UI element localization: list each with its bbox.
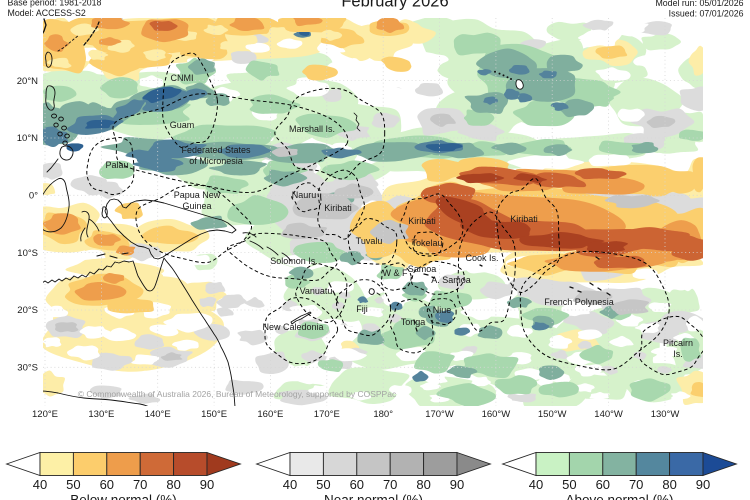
- svg-text:Kiribati: Kiribati: [324, 203, 352, 213]
- svg-text:90: 90: [200, 477, 214, 492]
- svg-text:70: 70: [133, 477, 147, 492]
- svg-text:Kiribati: Kiribati: [408, 216, 436, 226]
- svg-text:180°: 180°: [373, 409, 393, 420]
- svg-text:40: 40: [529, 477, 543, 492]
- svg-text:20°S: 20°S: [17, 305, 38, 316]
- svg-text:Cook Is.: Cook Is.: [465, 253, 498, 263]
- svg-text:40: 40: [33, 477, 47, 492]
- svg-text:150°E: 150°E: [201, 409, 227, 420]
- svg-text:Guinea: Guinea: [182, 201, 211, 211]
- svg-text:of Micronesia: of Micronesia: [189, 156, 243, 166]
- svg-text:Marshall Is.: Marshall Is.: [289, 124, 335, 134]
- svg-text:A. Samoa: A. Samoa: [431, 275, 471, 285]
- svg-text:Tuvalu: Tuvalu: [356, 236, 383, 246]
- svg-text:Model: ACCESS-S2: Model: ACCESS-S2: [8, 8, 86, 18]
- svg-text:130°E: 130°E: [88, 409, 114, 420]
- svg-text:Nauru: Nauru: [292, 190, 317, 200]
- svg-text:50: 50: [562, 477, 576, 492]
- svg-text:Near normal (%): Near normal (%): [324, 493, 423, 500]
- svg-text:Above normal (%): Above normal (%): [565, 493, 673, 500]
- svg-text:© Commonwealth of Australia 20: © Commonwealth of Australia 2026, Bureau…: [78, 389, 397, 399]
- svg-text:February 2026: February 2026: [341, 0, 448, 11]
- svg-text:Kiribati: Kiribati: [510, 214, 538, 224]
- svg-text:Federated States: Federated States: [181, 145, 251, 155]
- svg-text:170°W: 170°W: [425, 409, 454, 420]
- svg-text:W & F: W & F: [383, 268, 408, 278]
- svg-text:Model run: 05/01/2026: Model run: 05/01/2026: [655, 0, 743, 8]
- svg-text:Palau: Palau: [105, 160, 128, 170]
- svg-text:Niue: Niue: [433, 305, 452, 315]
- svg-text:90: 90: [696, 477, 710, 492]
- svg-text:Below normal (%): Below normal (%): [70, 493, 177, 500]
- svg-text:CNMI: CNMI: [171, 73, 194, 83]
- svg-text:New Caledonia: New Caledonia: [262, 322, 323, 332]
- svg-text:40: 40: [283, 477, 297, 492]
- svg-text:160°E: 160°E: [257, 409, 283, 420]
- svg-text:Papua New: Papua New: [174, 190, 221, 200]
- svg-text:70: 70: [383, 477, 397, 492]
- svg-text:Samoa: Samoa: [408, 264, 437, 274]
- svg-text:140°W: 140°W: [594, 409, 623, 420]
- svg-text:10°S: 10°S: [17, 248, 38, 259]
- svg-text:Fiji: Fiji: [356, 304, 368, 314]
- svg-text:80: 80: [662, 477, 676, 492]
- svg-text:50: 50: [316, 477, 330, 492]
- svg-text:Tokelau: Tokelau: [411, 238, 442, 248]
- svg-text:170°E: 170°E: [314, 409, 340, 420]
- svg-text:20°N: 20°N: [17, 76, 38, 87]
- svg-text:Is.: Is.: [673, 349, 683, 359]
- svg-text:30°S: 30°S: [17, 363, 38, 374]
- svg-text:70: 70: [629, 477, 643, 492]
- svg-text:French Polynesia: French Polynesia: [544, 297, 614, 307]
- svg-text:Pitcairn: Pitcairn: [663, 338, 693, 348]
- svg-text:Guam: Guam: [170, 120, 195, 130]
- svg-text:150°W: 150°W: [538, 409, 567, 420]
- svg-text:60: 60: [596, 477, 610, 492]
- svg-text:60: 60: [350, 477, 364, 492]
- svg-text:0°: 0°: [29, 191, 38, 202]
- svg-text:90: 90: [450, 477, 464, 492]
- svg-text:Base period: 1981-2018: Base period: 1981-2018: [8, 0, 102, 8]
- svg-text:Tonga: Tonga: [401, 317, 426, 327]
- svg-text:50: 50: [66, 477, 80, 492]
- svg-text:60: 60: [100, 477, 114, 492]
- svg-text:120°E: 120°E: [32, 409, 58, 420]
- svg-text:Solomon Is.: Solomon Is.: [270, 256, 318, 266]
- svg-text:10°N: 10°N: [17, 133, 38, 144]
- svg-text:80: 80: [416, 477, 430, 492]
- svg-text:Issued: 07/01/2026: Issued: 07/01/2026: [669, 9, 744, 19]
- svg-text:130°W: 130°W: [651, 409, 680, 420]
- svg-text:160°W: 160°W: [482, 409, 511, 420]
- svg-text:Vanuatu: Vanuatu: [300, 286, 333, 296]
- svg-text:80: 80: [166, 477, 180, 492]
- svg-text:140°E: 140°E: [145, 409, 171, 420]
